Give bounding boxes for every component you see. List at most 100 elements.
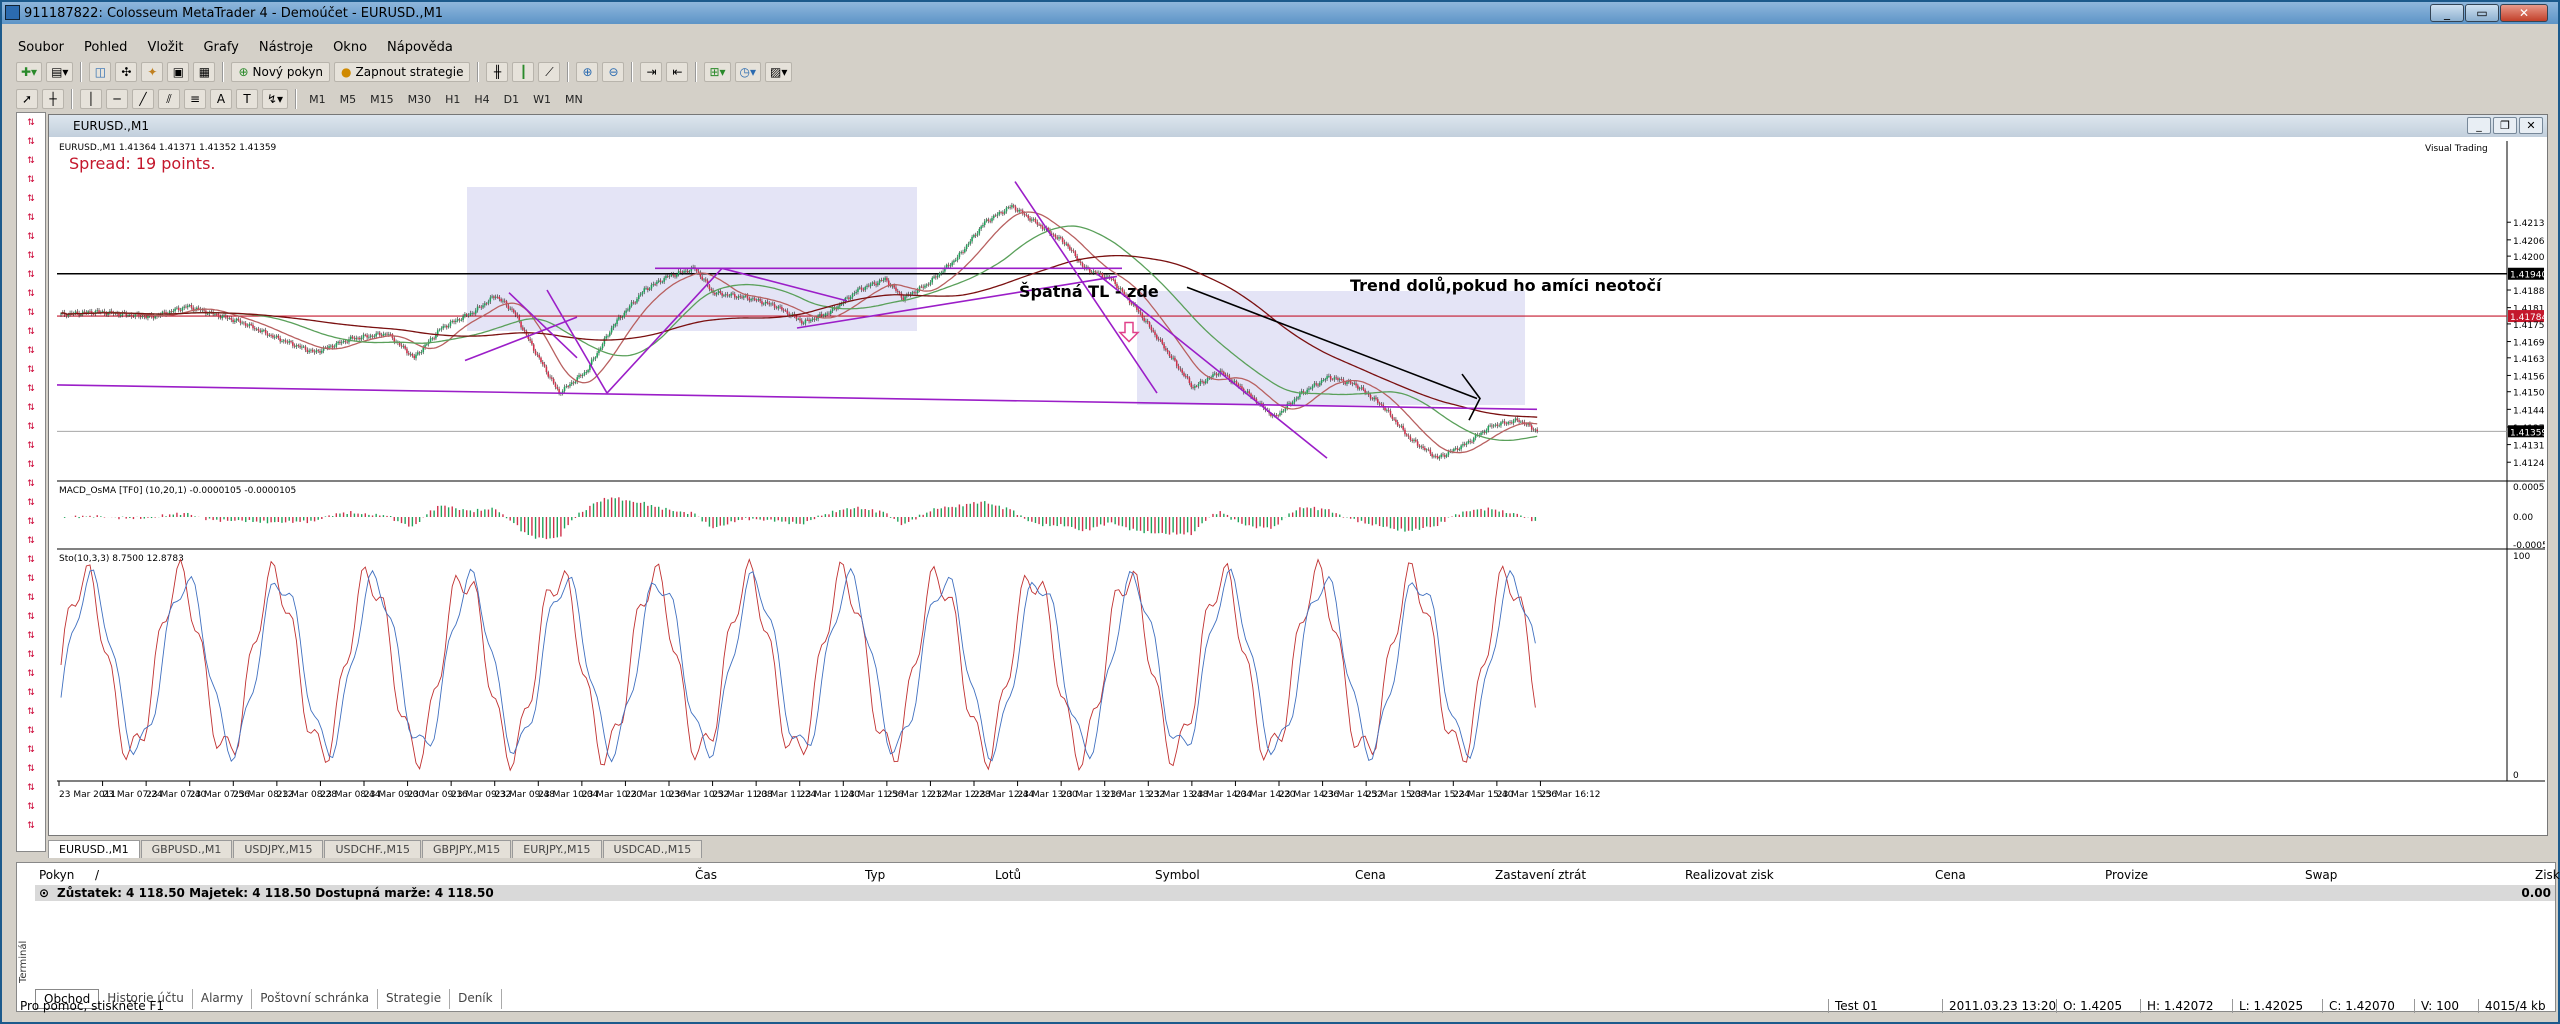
chart-tab[interactable]: USDJPY.,M15 [233,840,324,858]
market-watch-button[interactable]: ◫ [89,62,112,82]
symbol-row-icon[interactable]: ⇅ [27,307,35,318]
candle-chart-button[interactable]: ┃ [512,62,535,82]
symbol-row-icon[interactable]: ⇅ [27,611,35,622]
crosshair-button[interactable]: ┼ [42,89,64,109]
symbol-row-icon[interactable]: ⇅ [27,364,35,375]
zoom-in-button[interactable]: ⊕ [576,62,599,82]
symbol-row-icon[interactable]: ⇅ [27,288,35,299]
terminal-col-header[interactable]: Lotů [995,868,1022,882]
symbol-row-icon[interactable]: ⇅ [27,174,35,185]
symbol-row-icon[interactable]: ⇅ [27,117,35,128]
chart-shift-button[interactable]: ⇤ [666,62,689,82]
terminal-col-header[interactable]: Typ [865,868,886,882]
close-button[interactable]: ✕ [2500,4,2548,22]
symbol-row-icon[interactable]: ⇅ [27,535,35,546]
symbol-row-icon[interactable]: ⇅ [27,801,35,812]
symbol-row-icon[interactable]: ⇅ [27,136,35,147]
menu-tools[interactable]: Nástroje [258,39,314,55]
trendline-button[interactable]: ╱ [132,89,154,109]
tester-button[interactable]: ▦ [193,62,216,82]
profiles-button[interactable]: ▤▾ [46,62,74,82]
data-window-button[interactable]: ✣ [115,62,138,82]
chart-close-button[interactable]: ✕ [2519,117,2543,134]
terminal-col-header[interactable]: Zastavení ztrát [1495,868,1587,882]
templates-button[interactable]: ▨▾ [765,62,793,82]
timeframe-h1[interactable]: H1 [445,92,461,106]
symbol-row-icon[interactable]: ⇅ [27,478,35,489]
terminal-col-header[interactable]: Symbol [1155,868,1200,882]
horizontal-line-button[interactable]: ─ [106,89,128,109]
autoscroll-button[interactable]: ⇥ [640,62,663,82]
terminal-col-header[interactable]: / [95,868,100,882]
symbol-row-icon[interactable]: ⇅ [27,345,35,356]
line-chart-button[interactable]: ⟋ [538,62,561,82]
timeframe-d1[interactable]: D1 [503,92,520,106]
terminal-col-header[interactable]: Čas [695,868,717,882]
price-chart[interactable]: 1.42130 1.42065 1.42005 1.41940 1.41880 1.418… [57,141,2545,807]
menu-insert[interactable]: Vložit [147,39,184,55]
symbol-row-icon[interactable]: ⇅ [27,687,35,698]
timeframe-h4[interactable]: H4 [474,92,490,106]
chart-tab[interactable]: USDCHF.,M15 [324,840,421,858]
timeframe-m15[interactable]: M15 [370,92,394,106]
terminal-col-header[interactable]: Pokyn [39,868,75,882]
symbol-row-icon[interactable]: ⇅ [27,459,35,470]
timeframe-mn[interactable]: MN [564,92,583,106]
terminal-col-header[interactable]: Zisk [2535,868,2560,882]
timeframe-m5[interactable]: M5 [339,92,357,106]
autotrade-button[interactable]: ● Zapnout strategie [334,62,471,82]
symbol-row-icon[interactable]: ⇅ [27,231,35,242]
symbol-row-icon[interactable]: ⇅ [27,744,35,755]
chart-tab[interactable]: GBPUSD.,M1 [140,840,233,858]
timeframe-w1[interactable]: W1 [533,92,551,106]
chart-minimize-button[interactable]: _ [2467,117,2491,134]
text-button[interactable]: A [210,89,232,109]
terminal-tab[interactable]: Alarmy [193,989,253,1009]
indicators-button[interactable]: ⊞▾ [704,62,731,82]
terminal-col-header[interactable]: Swap [2305,868,2338,882]
symbol-row-icon[interactable]: ⇅ [27,440,35,451]
symbol-row-icon[interactable]: ⇅ [27,212,35,223]
symbol-row-icon[interactable]: ⇅ [27,763,35,774]
menu-view[interactable]: Pohled [84,39,128,55]
symbol-row-icon[interactable]: ⇅ [27,592,35,603]
menu-window[interactable]: Okno [333,39,368,55]
symbol-row-icon[interactable]: ⇅ [27,497,35,508]
symbol-row-icon[interactable]: ⇅ [27,573,35,584]
zoom-out-button[interactable]: ⊖ [602,62,625,82]
terminal-tab[interactable]: Historie účtu [99,989,193,1009]
terminal-tab[interactable]: Obchod [35,989,100,1009]
terminal-col-header[interactable]: Cena [1355,868,1386,882]
terminal-button[interactable]: ▣ [167,62,190,82]
minimize-button[interactable]: _ [2430,4,2464,22]
chart-tab[interactable]: EURUSD.,M1 [48,840,140,858]
vertical-line-button[interactable]: │ [80,89,102,109]
symbol-row-icon[interactable]: ⇅ [27,630,35,641]
symbol-row-icon[interactable]: ⇅ [27,706,35,717]
maximize-button[interactable]: ▭ [2465,4,2499,22]
navigator-button[interactable]: ✦ [141,62,164,82]
menu-help[interactable]: Nápověda [387,39,453,55]
timeframe-m1[interactable]: M1 [309,92,326,106]
timeframe-m30[interactable]: M30 [407,92,432,106]
terminal-col-header[interactable]: Cena [1935,868,1966,882]
arrows-button[interactable]: ↯▾ [262,89,289,109]
market-watch-panel[interactable]: ⇅ ⇅ ⇅ ⇅ ⇅ ⇅ ⇅ ⇅ ⇅ ⇅ ⇅ ⇅ ⇅ ⇅ ⇅ ⇅ ⇅ ⇅ ⇅ ⇅ ⇅ ⇅ ⇅ ⇅ ⇅ ⇅ ⇅ ⇅ ⇅ ⇅ ⇅ ⇅ ⇅ ⇅ ⇅ ⇅ ⇅ ⇅ [16,112,46,852]
new-chart-button[interactable]: ✚▾ [16,62,43,82]
chart-tab[interactable]: USDCAD.,M15 [602,840,703,858]
symbol-row-icon[interactable]: ⇅ [27,155,35,166]
chart-restore-button[interactable]: ❐ [2493,117,2517,134]
terminal-tab[interactable]: Strategie [378,989,451,1009]
menu-file[interactable]: Soubor [18,39,64,55]
terminal-tab[interactable]: Deník [450,989,502,1009]
chart-tab[interactable]: GBPJPY.,M15 [421,840,512,858]
symbol-row-icon[interactable]: ⇅ [27,668,35,679]
chart-tab[interactable]: EURJPY.,M15 [512,840,602,858]
terminal-tab[interactable]: Poštovní schránka [252,989,379,1009]
symbol-row-icon[interactable]: ⇅ [27,554,35,565]
fibonacci-button[interactable]: ≡ [184,89,206,109]
symbol-row-icon[interactable]: ⇅ [27,269,35,280]
new-order-button[interactable]: ⊕ Nový pokyn [231,62,331,82]
symbol-row-icon[interactable]: ⇅ [27,516,35,527]
terminal-col-header[interactable]: Provize [2105,868,2149,882]
